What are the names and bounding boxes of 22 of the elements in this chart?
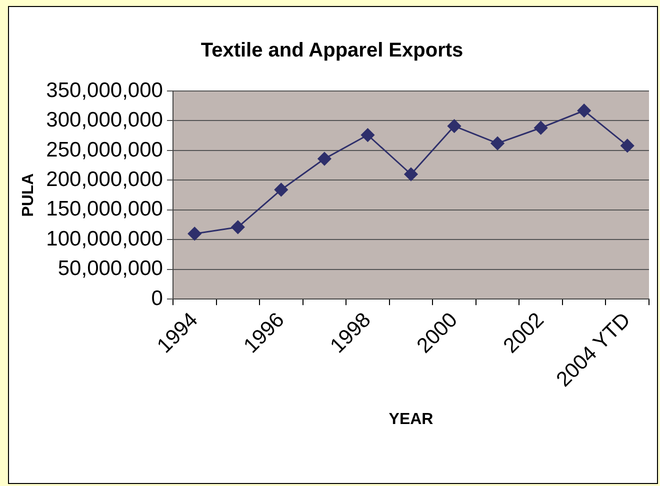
- x-axis-title: YEAR: [388, 410, 434, 428]
- point: [620, 138, 634, 152]
- y-tick-label: 200,000,000: [46, 168, 163, 191]
- y-tick-label: 350,000,000: [46, 78, 163, 102]
- point: [534, 121, 548, 135]
- y-axis-title: PULA: [20, 172, 38, 217]
- y-tick-label: 300,000,000: [46, 108, 163, 132]
- point: [274, 182, 288, 196]
- chart-title: Textile and Apparel Exports: [200, 40, 464, 62]
- y-tick-label: 50,000,000: [58, 257, 163, 280]
- y-tick-label: 100,000,000: [46, 227, 163, 250]
- y-tick-label: 150,000,000: [46, 198, 163, 221]
- point: [318, 152, 332, 166]
- point: [360, 128, 374, 142]
- point: [448, 119, 462, 133]
- y-tick-label: 0: [151, 286, 163, 310]
- point: [404, 168, 418, 181]
- point: [188, 226, 202, 240]
- point: [231, 220, 245, 234]
- y-tick-label: 250,000,000: [46, 138, 163, 162]
- point: [577, 104, 591, 118]
- point: [490, 136, 504, 150]
